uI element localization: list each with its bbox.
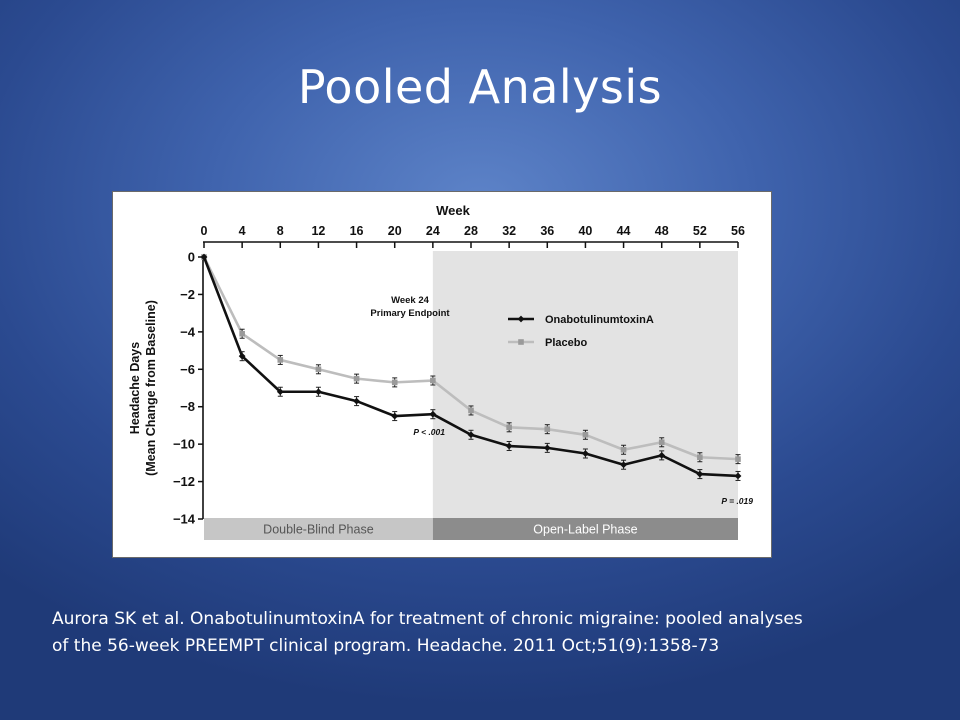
data-point — [315, 388, 322, 396]
citation: Aurora SK et al. OnabotulinumtoxinA for … — [52, 606, 932, 660]
data-point — [735, 456, 741, 462]
x-tick-label: 36 — [540, 224, 554, 238]
data-point — [276, 388, 284, 396]
annotation-layer: Week Headache Days (Mean Change from Bas… — [128, 203, 753, 506]
legend-marker-placebo — [518, 339, 524, 345]
data-point — [734, 472, 742, 480]
x-tick-label: 24 — [426, 224, 440, 238]
citation-line-2: of the 56-week PREEMPT clinical program.… — [52, 636, 720, 656]
y-tick-label: −2 — [180, 287, 195, 302]
y-tick-label: −14 — [173, 512, 196, 527]
slide-title: Pooled Analysis — [297, 60, 663, 114]
y-tick-label: 0 — [188, 250, 195, 265]
endpoint-annotation-line-2: Primary Endpoint — [370, 308, 450, 319]
data-point — [353, 375, 360, 382]
y-axis-label-line-2: (Mean Change from Baseline) — [144, 300, 158, 476]
x-tick-label: 8 — [277, 224, 284, 238]
data-point — [697, 454, 703, 461]
data-point — [430, 377, 436, 384]
legend-label-onabotulinumtoxina: OnabotulinumtoxinA — [545, 314, 654, 326]
phase-band-layer: Double-Blind Phase Open-Label Phase — [204, 518, 738, 540]
data-point — [429, 410, 437, 418]
data-point — [696, 470, 704, 478]
x-tick-label: 28 — [464, 224, 478, 238]
x-tick-label: 16 — [350, 224, 364, 238]
p-value-week24: P < .001 — [413, 427, 445, 437]
data-point — [582, 450, 589, 457]
y-tick-label: −10 — [173, 437, 195, 452]
x-tick-label: 20 — [388, 224, 402, 238]
y-tick-label: −8 — [180, 399, 195, 414]
x-tick-label: 0 — [201, 224, 208, 238]
x-tick-label: 52 — [693, 224, 707, 238]
legend-marker-onabotulinumtoxina — [517, 315, 525, 323]
x-tick-label: 40 — [578, 224, 592, 238]
chart-figure: 0 −2 −4 −6 −8 −10 −12 −14 0 4 8 12 16 20 24 28 32 36 40 44 4… — [112, 191, 772, 558]
data-point — [353, 397, 360, 405]
data-point — [505, 442, 513, 450]
data-point — [543, 444, 551, 452]
y-axis-label-line-1: Headache Days — [128, 342, 142, 434]
open-label-shaded-region — [432, 251, 738, 519]
data-point — [468, 407, 474, 414]
endpoint-annotation-line-1: Week 24 — [391, 295, 430, 306]
x-tick-label: 32 — [502, 224, 516, 238]
data-point — [277, 357, 284, 363]
axis-layer: 0−2−4−6−8−10−12−140 4 8 12 16 20 24 28 32 36 40 44 4… — [173, 224, 745, 527]
y-tick-label: −4 — [180, 324, 196, 339]
phase-band-label: Double-Blind Phase — [263, 523, 374, 537]
x-tick-label: 56 — [731, 224, 745, 238]
data-point — [506, 424, 512, 431]
x-axis-label: Week — [436, 203, 470, 218]
data-point — [658, 451, 666, 459]
data-point — [238, 352, 246, 360]
data-point — [544, 426, 551, 432]
phase-band-label: Open-Label Phase — [533, 523, 637, 537]
x-tick-label: 12 — [311, 224, 325, 238]
data-point — [658, 439, 665, 446]
chart-canvas: 0−2−4−6−8−10−12−140 4 8 12 16 20 24 28 32 36 40 44 4… — [128, 203, 753, 540]
data-point — [315, 366, 322, 373]
x-tick-label: 48 — [655, 224, 669, 238]
x-tick-label: 4 — [239, 224, 246, 238]
y-tick-label: −6 — [180, 362, 195, 377]
phase-band — [204, 518, 433, 540]
legend-label-placebo: Placebo — [545, 337, 587, 349]
x-tick-label: 44 — [617, 224, 631, 238]
data-point — [239, 330, 245, 337]
p-value-week56: P = .019 — [721, 496, 753, 506]
phase-band — [432, 518, 738, 540]
citation-line-1: Aurora SK et al. OnabotulinumtoxinA for … — [52, 609, 803, 629]
data-point — [467, 431, 475, 439]
series-layer — [200, 253, 742, 481]
y-tick-label: −12 — [173, 474, 195, 489]
data-point — [391, 412, 399, 420]
data-point — [582, 431, 589, 438]
data-point — [391, 379, 398, 386]
data-point — [620, 461, 627, 469]
data-point — [620, 446, 627, 453]
